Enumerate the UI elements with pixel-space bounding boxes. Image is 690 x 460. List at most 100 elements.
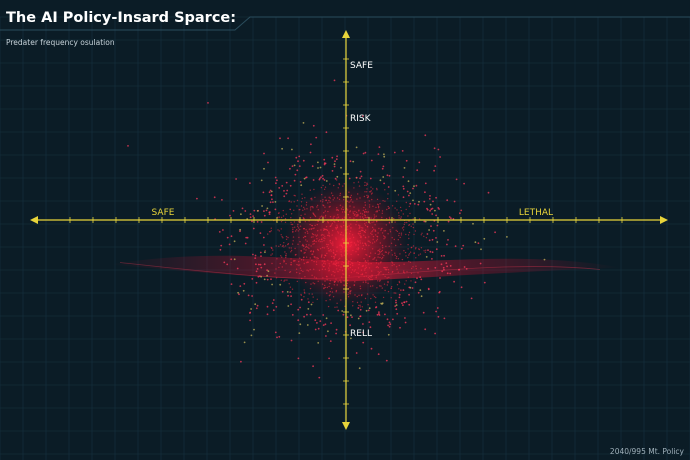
scatter-point: [354, 269, 356, 271]
scatter-point: [322, 215, 324, 218]
scatter-point: [395, 301, 397, 304]
scatter-point: [371, 231, 373, 233]
scatter-point: [287, 243, 289, 246]
scatter-point: [293, 201, 295, 203]
scatter-point: [369, 191, 372, 193]
scatter-point: [323, 158, 326, 161]
scatter-point: [453, 280, 455, 283]
scatter-point: [321, 246, 324, 249]
scatter-point: [260, 266, 263, 269]
scatter-point: [376, 189, 378, 191]
scatter-point: [325, 226, 328, 228]
scatter-point: [371, 275, 373, 277]
scatter-point: [376, 198, 379, 201]
scatter-point: [272, 249, 274, 251]
scatter-point: [308, 228, 311, 230]
scatter-point: [321, 234, 323, 236]
scatter-point: [329, 280, 331, 282]
scatter-point: [326, 276, 328, 278]
scatter-point: [391, 205, 394, 207]
scatter-point: [213, 196, 216, 199]
scatter-point: [303, 218, 305, 220]
scatter-point: [424, 182, 427, 185]
scatter-point: [321, 264, 323, 266]
scatter-point: [339, 192, 342, 195]
scatter-point: [295, 253, 297, 256]
scatter-point: [314, 196, 316, 199]
scatter-point: [378, 273, 380, 275]
scatter-point: [350, 223, 352, 225]
scatter-point: [280, 221, 283, 223]
scatter-point: [333, 215, 335, 218]
scatter-point: [322, 199, 324, 201]
scatter-point: [463, 182, 465, 185]
scatter-point: [483, 237, 486, 240]
scatter-point: [434, 209, 436, 212]
scatter-point: [426, 233, 429, 235]
scatter-point: [327, 244, 329, 246]
scatter-point: [352, 236, 355, 239]
scatter-point: [244, 242, 247, 245]
scatter-point: [391, 264, 393, 267]
scatter-point: [332, 217, 334, 219]
scatter-point: [368, 263, 370, 265]
scatter-point: [293, 260, 295, 262]
scatter-point: [365, 275, 367, 277]
scatter-point: [385, 224, 387, 226]
scatter-point: [278, 245, 280, 247]
scatter-point: [275, 277, 278, 279]
scatter-point: [327, 259, 329, 261]
scatter-point: [283, 259, 285, 262]
scatter-point: [335, 209, 338, 211]
scatter-point: [337, 309, 340, 312]
scatter-point: [390, 242, 393, 244]
scatter-point: [359, 308, 362, 311]
scatter-point: [300, 293, 302, 296]
scatter-point: [267, 161, 269, 164]
scatter-point: [253, 328, 255, 331]
scatter-point: [372, 258, 374, 260]
scatter-point: [378, 227, 380, 230]
scatter-point: [262, 191, 265, 194]
scatter-point: [332, 199, 334, 201]
scatter-point: [332, 241, 334, 243]
scatter-point: [396, 312, 399, 315]
scatter-point: [296, 229, 298, 231]
scatter-point: [355, 214, 358, 216]
scatter-point: [285, 253, 287, 255]
scatter-point: [355, 251, 357, 253]
scatter-point: [356, 295, 358, 298]
scatter-point: [322, 184, 324, 187]
scatter-point: [290, 251, 292, 253]
scatter-point: [368, 236, 370, 238]
scatter-point: [281, 290, 284, 293]
scatter-point: [265, 209, 268, 212]
scatter-point: [291, 243, 294, 245]
scatter-point: [359, 197, 361, 199]
scatter-point: [422, 311, 425, 314]
scatter-point: [333, 163, 336, 166]
scatter-point: [356, 248, 358, 250]
scatter-point: [325, 180, 328, 182]
scatter-point: [283, 242, 285, 244]
scatter-point: [506, 236, 508, 238]
scatter-point: [339, 194, 341, 197]
scatter-point: [307, 298, 309, 300]
scatter-point: [386, 174, 389, 177]
scatter-point: [402, 185, 405, 188]
scatter-point: [338, 265, 340, 267]
scatter-point: [280, 255, 282, 257]
scatter-point: [298, 332, 301, 334]
scatter-point: [368, 191, 371, 193]
scatter-point: [353, 206, 355, 208]
scatter-point: [349, 211, 351, 213]
scatter-point: [384, 200, 386, 202]
scatter-point: [247, 294, 250, 297]
scatter-point: [361, 213, 364, 215]
scatter-point: [329, 282, 331, 285]
scatter-point: [279, 283, 282, 286]
scatter-point: [340, 281, 342, 283]
scatter-point: [382, 247, 384, 249]
scatter-point: [328, 250, 330, 252]
scatter-point: [405, 255, 407, 257]
